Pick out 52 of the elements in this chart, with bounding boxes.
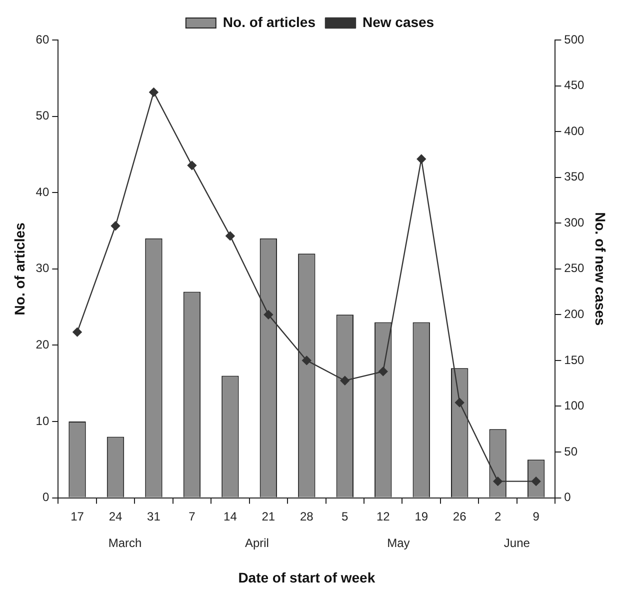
- text: March: [108, 536, 142, 550]
- x-tick-label: 17: [70, 509, 84, 524]
- y-tick-label: 50: [36, 108, 50, 123]
- text: June: [504, 536, 530, 550]
- point: [378, 366, 388, 376]
- y2-tick-label: 400: [564, 124, 585, 138]
- x-tick-label: 21: [262, 509, 276, 524]
- y2-tick-label: 0: [564, 490, 572, 504]
- point: [264, 310, 274, 320]
- point: [454, 398, 464, 408]
- x-tick-label: 14: [224, 509, 238, 524]
- y2-tick-label: 250: [564, 261, 585, 276]
- y2-tick-label: 150: [564, 352, 585, 367]
- point: [493, 476, 502, 486]
- text: April: [244, 536, 269, 550]
- point: [187, 160, 197, 170]
- point: [149, 88, 158, 97]
- y2-tick-label: 100: [564, 398, 585, 413]
- x-tick-label: 28: [300, 509, 314, 524]
- y-tick-label: 60: [36, 32, 50, 46]
- legend-label: New cases: [362, 14, 434, 30]
- y2-tick-label: 200: [564, 306, 585, 321]
- y2-tick-label: 450: [564, 78, 585, 92]
- y-tick-label: 30: [36, 261, 50, 276]
- x-tick-label: 26: [452, 509, 467, 524]
- point: [110, 221, 120, 230]
- point: [72, 327, 82, 337]
- y-tick-label: 10: [36, 414, 50, 428]
- point: [416, 154, 426, 164]
- point: [340, 376, 350, 386]
- x-tick-label: 7: [188, 509, 196, 524]
- x-tick-label: 9: [532, 509, 540, 524]
- point: [302, 356, 312, 366]
- y-tick-label: 20: [36, 338, 50, 352]
- x-tick-label: 19: [414, 509, 428, 524]
- x-axis-title: Date of start of week: [238, 569, 376, 586]
- point: [226, 231, 235, 241]
- x-tick-label: 31: [147, 509, 161, 524]
- x-tick-label: 2: [494, 509, 502, 524]
- y-tick-label: 0: [42, 490, 50, 504]
- y-tick-label: 40: [36, 184, 50, 199]
- text: May: [387, 536, 410, 550]
- x-tick-label: 5: [342, 509, 349, 524]
- y2-tick-label: 350: [564, 170, 585, 184]
- y2-tick-label: 300: [564, 215, 585, 230]
- y2-tick-label: 500: [564, 32, 585, 46]
- x-tick-label: 12: [376, 509, 390, 524]
- y2-tick-label: 50: [564, 444, 578, 458]
- x-tick-label: 24: [108, 509, 122, 524]
- legend-label: No. of articles: [222, 14, 316, 30]
- y2-axis-title: No. of new cases: [592, 212, 609, 326]
- y-axis-title: No. of articles: [11, 222, 28, 316]
